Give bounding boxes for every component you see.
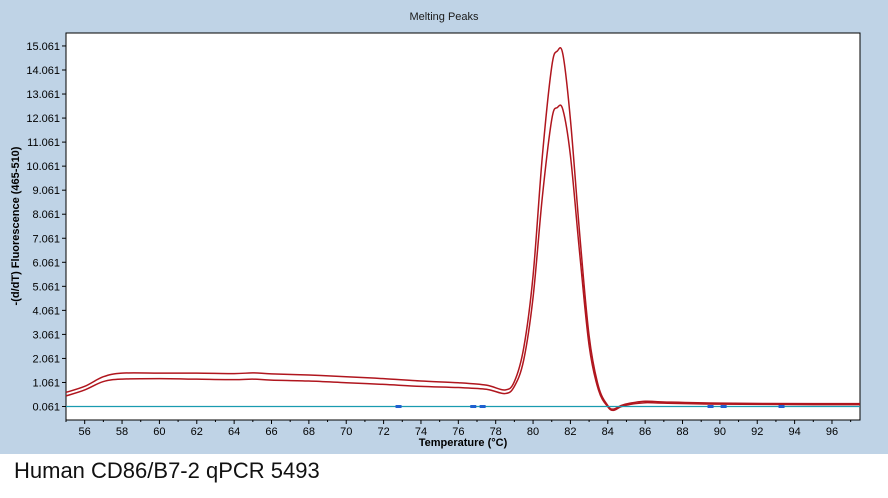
x-tick-label: 60 (153, 426, 165, 438)
x-tick-label: 64 (228, 426, 240, 438)
x-tick-label: 58 (116, 426, 128, 438)
baseline-marker (720, 405, 727, 409)
baseline-marker (707, 405, 714, 409)
x-tick-label: 66 (265, 426, 277, 438)
x-axis-title: Temperature (°C) (419, 437, 508, 449)
x-tick-label: 86 (639, 426, 651, 438)
x-tick-label: 82 (564, 426, 576, 438)
y-tick-label: 3.061 (32, 329, 60, 341)
chart-panel: Melting Peaks 56 58 60 62 64 66 68 70 72 74 76 78 80… (0, 0, 888, 454)
x-tick-label: 68 (303, 426, 315, 438)
y-tick-label: 9.061 (32, 185, 60, 197)
x-tick-label: 78 (490, 426, 502, 438)
y-tick-label: 0.061 (32, 402, 60, 414)
x-tick-label: 62 (191, 426, 203, 438)
y-tick-label: 4.061 (32, 305, 60, 317)
y-tick-label: 11.061 (27, 137, 60, 149)
y-tick-label: 13.061 (26, 89, 60, 101)
plot-area (65, 32, 861, 421)
baseline-marker (778, 405, 785, 409)
y-tick-label: 7.061 (32, 233, 60, 245)
y-tick-label: 14.061 (26, 65, 60, 77)
x-tick-label: 56 (79, 426, 91, 438)
x-tick-label: 94 (788, 426, 800, 438)
baseline-marker (395, 405, 402, 409)
x-tick-label: 84 (602, 426, 614, 438)
x-tick-label: 76 (452, 426, 464, 438)
y-tick-label: 1.061 (32, 377, 60, 389)
sample-series-line (65, 47, 861, 410)
y-tick-label: 12.061 (26, 113, 60, 125)
baseline-marker (470, 405, 477, 409)
x-tick-label: 74 (415, 426, 427, 438)
chart-title: Melting Peaks (409, 11, 479, 23)
baseline-marker (479, 405, 486, 409)
y-tick-label: 2.061 (32, 353, 60, 365)
y-axis-title: -(d/dT) Fluorescence (465-510) (10, 146, 22, 305)
y-tick-label: 8.061 (32, 209, 60, 221)
y-tick-label: 6.061 (32, 257, 60, 269)
x-tick-label: 80 (527, 426, 539, 438)
melting-peaks-chart: 56 58 60 62 64 66 68 70 72 74 76 78 80 82 84 86 88 90 92 94… (10, 32, 861, 449)
x-tick-label: 90 (714, 426, 726, 438)
figure-caption: Human CD86/B7-2 qPCR 5493 (14, 458, 320, 483)
y-tick-label: 5.061 (32, 281, 60, 293)
x-tick-label: 96 (826, 426, 838, 438)
x-axis-ticks: 56 58 60 62 64 66 68 70 72 74 76 78 80 82 84 86 88 90 92 94… (65, 420, 852, 438)
x-tick-label: 70 (340, 426, 352, 438)
y-tick-label: 15.061 (26, 41, 60, 53)
marker-layer (395, 405, 785, 409)
x-tick-label: 92 (751, 426, 763, 438)
y-tick-label: 10.061 (26, 161, 60, 173)
y-axis-ticks: 0.061 1.061 2.061 3.061 4.061 5.061 6.061 7.061… (26, 41, 66, 414)
x-tick-label: 72 (377, 426, 389, 438)
x-tick-label: 88 (676, 426, 688, 438)
